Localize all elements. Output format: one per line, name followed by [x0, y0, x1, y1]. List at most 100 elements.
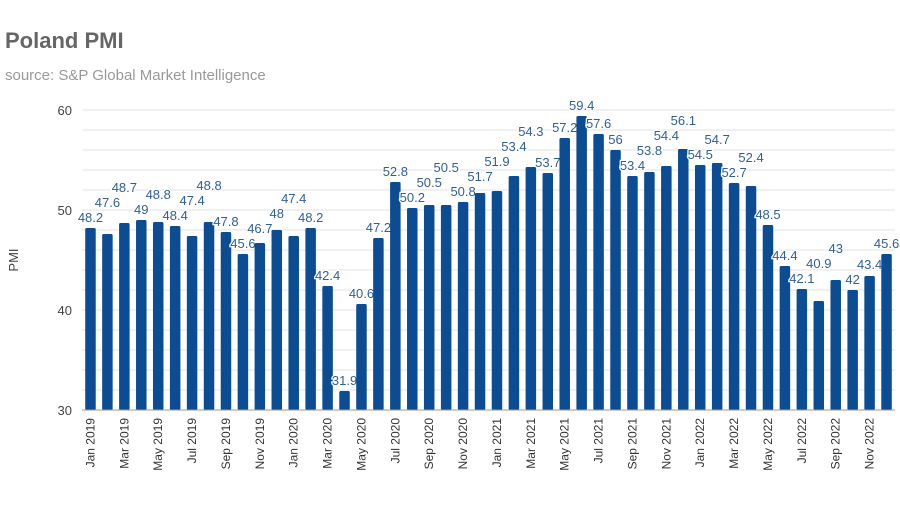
- y-axis-label: PMI: [6, 248, 21, 271]
- chart-subtitle: source: S&P Global Market Intelligence: [5, 67, 266, 84]
- data-label: 49: [134, 202, 148, 217]
- bar: [745, 186, 757, 410]
- x-tick-label: Mar 2020: [321, 418, 335, 469]
- bar: [644, 172, 655, 410]
- x-tick-label: Sep 2021: [625, 418, 639, 470]
- data-label: 40.9: [806, 256, 831, 271]
- data-label: 54.3: [518, 124, 543, 139]
- x-tick-label: Mar 2019: [117, 418, 131, 469]
- data-label: 59.4: [569, 98, 594, 113]
- data-label: 42.1: [789, 271, 814, 286]
- x-tick-label: May 2019: [151, 418, 165, 471]
- data-label: 53.7: [535, 155, 560, 170]
- x-tick-label: Sep 2022: [829, 418, 843, 470]
- data-label: 31.9: [332, 373, 357, 388]
- bar: [762, 225, 774, 410]
- data-label: 48.2: [298, 210, 323, 225]
- bar: [779, 266, 791, 410]
- bar: [102, 234, 113, 410]
- data-label: 53.4: [620, 158, 645, 173]
- bar: [610, 150, 621, 410]
- x-tick-label: May 2021: [558, 418, 572, 471]
- bar: [542, 173, 554, 410]
- bar: [356, 304, 367, 410]
- x-tick-label: Jan 2021: [490, 418, 504, 468]
- bar: [423, 205, 435, 410]
- data-label: 48.7: [112, 180, 137, 195]
- bar: [152, 222, 164, 410]
- data-label: 45.6: [874, 236, 899, 251]
- data-label: 52.7: [721, 165, 746, 180]
- data-label: 47.4: [179, 193, 204, 208]
- bar: [119, 223, 130, 410]
- data-label: 48.8: [196, 178, 221, 193]
- data-label: 47.8: [213, 214, 238, 229]
- data-label: 44.4: [772, 248, 797, 263]
- x-tick-label: Nov 2019: [253, 418, 267, 470]
- data-label: 54.4: [654, 128, 679, 143]
- chart-title: Poland PMI: [5, 28, 124, 53]
- data-label: 56.1: [671, 113, 696, 128]
- bar: [85, 228, 96, 410]
- y-tick-label: 40: [58, 303, 72, 318]
- bar: [186, 236, 198, 410]
- data-label: 48.5: [755, 207, 780, 222]
- data-label: 56: [608, 132, 622, 147]
- x-tick-label: Jan 2022: [693, 418, 707, 468]
- bar: [576, 116, 587, 410]
- bar: [390, 182, 401, 410]
- x-tick-label: Nov 2021: [659, 418, 673, 470]
- bar: [136, 220, 147, 410]
- data-label: 52.4: [738, 150, 763, 165]
- bar: [474, 193, 486, 410]
- bar: [830, 280, 841, 410]
- data-label: 57.2: [552, 120, 577, 135]
- bar: [847, 290, 858, 410]
- x-tick-label: Jul 2019: [185, 418, 199, 464]
- bar: [271, 230, 283, 410]
- bar: [728, 183, 740, 410]
- bar: [288, 236, 299, 410]
- bar: [796, 289, 808, 410]
- data-label: 57.6: [586, 116, 611, 131]
- data-label: 47.2: [366, 220, 391, 235]
- bar: [525, 167, 537, 410]
- x-tick-label: Jul 2021: [592, 418, 606, 464]
- bar: [678, 149, 689, 410]
- data-label: 42.4: [315, 268, 340, 283]
- data-label: 53.4: [501, 139, 526, 154]
- data-label: 48.8: [146, 187, 171, 202]
- bar: [864, 276, 875, 410]
- bar: [559, 138, 570, 410]
- bar: [407, 208, 418, 410]
- bar: [593, 134, 604, 410]
- data-label: 51.9: [484, 154, 509, 169]
- bar: [813, 301, 825, 410]
- x-tick-label: Mar 2021: [524, 418, 538, 469]
- bar: [203, 222, 215, 410]
- data-label: 54.7: [705, 132, 730, 147]
- bar: [881, 254, 892, 410]
- bar: [440, 205, 452, 410]
- x-tick-label: Mar 2022: [727, 418, 741, 469]
- data-label: 53.8: [637, 143, 662, 158]
- data-label: 48.4: [163, 208, 188, 223]
- data-label: 43: [828, 241, 842, 256]
- data-label: 50.5: [434, 160, 459, 175]
- bar: [373, 238, 384, 410]
- data-label: 46.7: [247, 221, 272, 236]
- bar: [457, 202, 469, 410]
- bar: [491, 191, 503, 410]
- x-tick-label: May 2022: [761, 418, 775, 471]
- bar: [254, 243, 266, 410]
- bar: [305, 228, 316, 410]
- data-label: 50.2: [400, 190, 425, 205]
- bar: [694, 165, 706, 410]
- bar: [237, 254, 249, 410]
- y-tick-label: 50: [58, 203, 72, 218]
- data-label: 48: [270, 206, 284, 221]
- bar: [220, 232, 232, 410]
- x-tick-label: May 2020: [354, 418, 368, 471]
- data-label: 40.6: [349, 286, 374, 301]
